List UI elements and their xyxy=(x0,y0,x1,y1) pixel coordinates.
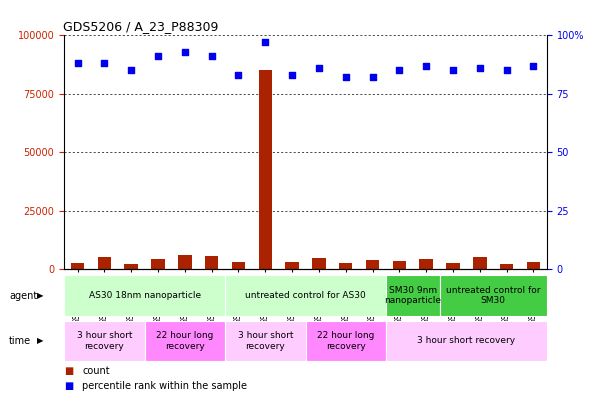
Bar xyxy=(145,321,225,361)
Text: agent: agent xyxy=(9,291,37,301)
Bar xyxy=(205,256,218,269)
Text: ▶: ▶ xyxy=(37,336,43,345)
Bar xyxy=(71,263,84,269)
Bar xyxy=(339,263,353,269)
Text: 22 hour long
recovery: 22 hour long recovery xyxy=(156,331,213,351)
Point xyxy=(153,53,163,60)
Bar xyxy=(366,260,379,269)
Bar xyxy=(64,321,145,361)
Bar xyxy=(64,275,225,316)
Point xyxy=(260,39,270,46)
Bar xyxy=(178,255,191,269)
Bar xyxy=(420,259,433,269)
Point xyxy=(395,67,404,73)
Point xyxy=(341,74,351,81)
Bar xyxy=(312,257,326,269)
Point xyxy=(448,67,458,73)
Point xyxy=(314,65,324,71)
Text: 3 hour short
recovery: 3 hour short recovery xyxy=(238,331,293,351)
Bar xyxy=(152,259,165,269)
Point xyxy=(207,53,216,60)
Bar xyxy=(393,261,406,269)
Point xyxy=(180,49,190,55)
Bar xyxy=(232,262,245,269)
Bar xyxy=(473,257,486,269)
Text: percentile rank within the sample: percentile rank within the sample xyxy=(82,381,247,391)
Text: untreated control for AS30: untreated control for AS30 xyxy=(245,291,366,300)
Text: SM30 9nm
nanoparticle: SM30 9nm nanoparticle xyxy=(384,286,441,305)
Bar xyxy=(527,262,540,269)
Point xyxy=(502,67,511,73)
Bar xyxy=(439,275,547,316)
Text: ■: ■ xyxy=(64,381,73,391)
Point xyxy=(529,62,538,69)
Bar xyxy=(125,264,138,269)
Text: 3 hour short recovery: 3 hour short recovery xyxy=(417,336,516,345)
Text: AS30 18nm nanoparticle: AS30 18nm nanoparticle xyxy=(89,291,200,300)
Point xyxy=(368,74,378,81)
Bar xyxy=(98,257,111,269)
Point xyxy=(287,72,297,78)
Text: 3 hour short
recovery: 3 hour short recovery xyxy=(76,331,132,351)
Point xyxy=(233,72,243,78)
Point xyxy=(73,60,82,66)
Point xyxy=(475,65,485,71)
Bar xyxy=(500,264,513,269)
Bar xyxy=(386,321,547,361)
Bar xyxy=(285,262,299,269)
Point xyxy=(100,60,109,66)
Text: ■: ■ xyxy=(64,366,73,376)
Text: time: time xyxy=(9,336,31,346)
Bar xyxy=(306,321,386,361)
Bar xyxy=(258,70,272,269)
Text: 22 hour long
recovery: 22 hour long recovery xyxy=(317,331,375,351)
Point xyxy=(126,67,136,73)
Text: untreated control for
SM30: untreated control for SM30 xyxy=(446,286,541,305)
Bar xyxy=(225,275,386,316)
Text: ▶: ▶ xyxy=(37,291,43,300)
Bar xyxy=(386,275,439,316)
Text: count: count xyxy=(82,366,110,376)
Bar xyxy=(225,321,306,361)
Bar xyxy=(446,263,459,269)
Point xyxy=(422,62,431,69)
Text: GDS5206 / A_23_P88309: GDS5206 / A_23_P88309 xyxy=(63,20,219,33)
